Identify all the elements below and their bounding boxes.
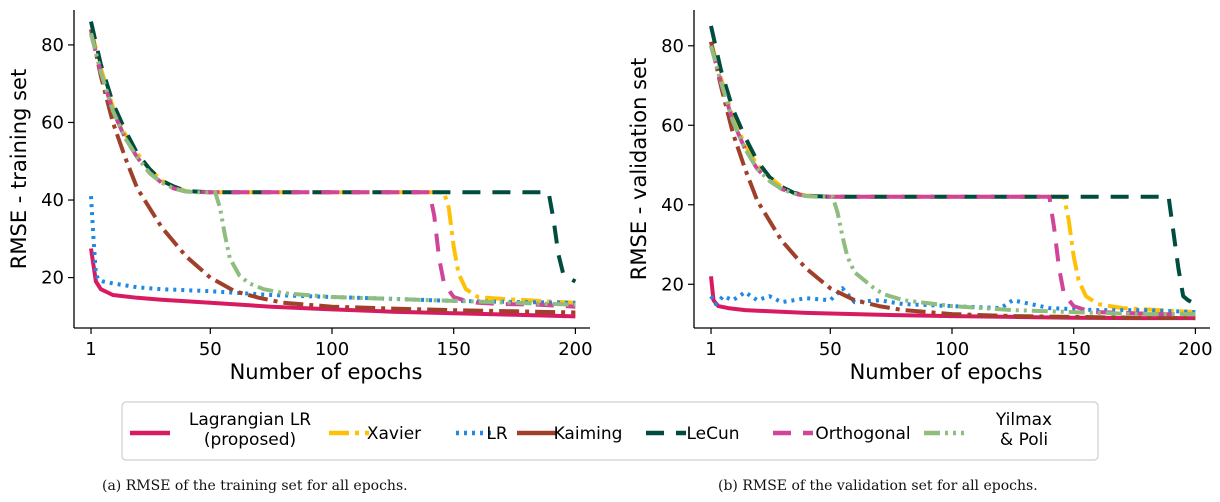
series-line-2 (709, 41, 1196, 315)
x-tick-label: 1 (85, 339, 96, 360)
y-tick-label: 80 (41, 35, 64, 56)
legend-label-1: (proposed) (204, 430, 296, 450)
legend-label-4: Kaiming (554, 424, 623, 444)
series-line-4 (709, 41, 1196, 321)
x-tick-label: 150 (1057, 339, 1091, 360)
y-tick-label: 60 (661, 115, 684, 136)
legend-label-7: & Poli (1000, 430, 1048, 450)
y-axis-label: RMSE - training set (7, 69, 31, 269)
legend: Lagrangian LR(proposed) Xavier LR Kaiming Le… (121, 401, 1099, 461)
legend-label-5: LeCun (686, 424, 739, 444)
series-line-3 (709, 286, 1196, 315)
x-tick-label: 1 (705, 339, 716, 360)
legend-label-6: Orthogonal (815, 424, 910, 444)
legend-label-3: LR (486, 424, 507, 444)
caption-a: (a) RMSE of the training set for all epo… (102, 478, 408, 494)
legend-box (121, 401, 1099, 461)
x-tick-label: 200 (558, 339, 592, 360)
series-line-7 (709, 45, 1196, 317)
y-tick-label: 20 (661, 274, 684, 295)
series-line-1 (89, 248, 576, 319)
legend-label-7: Yilmax (995, 410, 1052, 430)
x-tick-label: 100 (935, 339, 969, 360)
x-axis-label: Number of epochs (850, 360, 1043, 384)
x-tick-label: 100 (315, 339, 349, 360)
y-tick-label: 80 (661, 36, 684, 57)
series-line-6 (89, 32, 576, 309)
series-line-5 (709, 25, 1197, 306)
y-tick-label: 20 (41, 268, 64, 289)
y-tick-label: 40 (41, 190, 64, 211)
caption-b: (b) RMSE of the validation set for all e… (718, 478, 1038, 494)
y-tick-label: 40 (661, 195, 684, 216)
x-tick-label: 50 (199, 339, 222, 360)
series-line-7 (89, 32, 576, 307)
series-line-6 (709, 45, 1196, 317)
series-line-5 (89, 21, 577, 284)
x-tick-label: 150 (437, 339, 471, 360)
y-tick-label: 60 (41, 112, 64, 133)
x-tick-label: 200 (1178, 339, 1212, 360)
y-axis-label: RMSE - validation set (627, 58, 651, 280)
x-axis-label: Number of epochs (230, 360, 423, 384)
legend-label-2: Xavier (367, 424, 421, 444)
series-line-2 (89, 28, 576, 305)
x-tick-label: 50 (819, 339, 842, 360)
series-line-3 (89, 195, 576, 305)
series-line-4 (89, 28, 576, 315)
legend-label-1: Lagrangian LR (189, 410, 311, 430)
